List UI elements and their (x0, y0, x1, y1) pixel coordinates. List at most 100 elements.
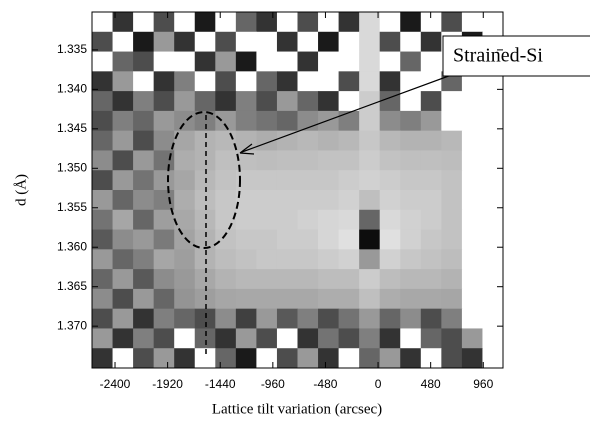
heatmap-cell (379, 130, 401, 151)
heatmap-cell (215, 150, 237, 171)
heatmap-cell (482, 150, 504, 171)
heatmap-cell (112, 269, 134, 290)
heatmap-cell (256, 308, 278, 329)
heatmap-cell (153, 110, 175, 132)
heatmap-cell (194, 209, 216, 231)
annotation-box (442, 35, 590, 77)
heatmap-cell (359, 150, 381, 171)
heatmap-cell (174, 31, 196, 53)
heatmap-cell (174, 12, 196, 33)
heatmap-cell (420, 170, 442, 191)
heatmap-cell (276, 190, 298, 211)
heatmap-cell (153, 269, 175, 290)
heatmap-cell (235, 288, 257, 310)
heatmap-cell (174, 249, 196, 270)
arrow-head (239, 143, 255, 155)
heatmap-cell (318, 130, 340, 151)
y-tick-label: 1.340 (57, 82, 87, 96)
heatmap-cell (133, 110, 155, 132)
heatmap-cell (133, 328, 155, 349)
heatmap-cell (338, 190, 360, 211)
heatmap-cell (235, 130, 257, 151)
heatmap-cell (359, 288, 381, 310)
heatmap-cell (194, 328, 216, 349)
heatmap-cell (276, 150, 298, 171)
y-tick-label: 1.370 (57, 318, 87, 332)
heatmap-cell (194, 130, 216, 151)
heatmap-cell (174, 288, 196, 310)
heatmap-cell (482, 249, 504, 270)
heatmap-cell (174, 328, 196, 349)
heatmap-cell (379, 348, 401, 369)
heatmap-cell (153, 130, 175, 151)
heatmap-cell (153, 288, 175, 310)
heatmap-cell (215, 308, 237, 329)
heatmap-cell (174, 308, 196, 329)
heatmap-cell (359, 51, 381, 72)
heatmap-cell (379, 110, 401, 132)
heatmap-cell (338, 229, 360, 250)
heatmap-cell (482, 269, 504, 290)
heatmap-cell (359, 130, 381, 151)
heatmap-cell (194, 229, 216, 250)
heatmap-cell (276, 12, 298, 33)
heatmap-cell (338, 348, 360, 369)
x-axis-label: Lattice tilt variation (arcsec) (212, 401, 382, 417)
heatmap-cell (441, 209, 463, 231)
heatmap-cell (359, 348, 381, 369)
y-axis-label: d (Å) (13, 174, 29, 206)
heatmap-cell (297, 71, 319, 92)
heatmap-cell (112, 91, 134, 112)
heatmap-cell (174, 130, 196, 151)
heatmap-cell (256, 288, 278, 310)
heatmap-cell (400, 328, 422, 349)
heatmap-cell (400, 249, 422, 270)
heatmap-cell (338, 269, 360, 290)
heatmap-cell (194, 31, 216, 53)
heatmap-cell (112, 308, 134, 329)
x-tick-label: -1920 (152, 377, 183, 391)
heatmap-cell (461, 150, 483, 171)
heatmap-cell (461, 209, 483, 231)
heatmap-cell (215, 31, 237, 53)
heatmap-cell (461, 308, 483, 329)
heatmap-cell (194, 110, 216, 132)
heatmap-cell (256, 51, 278, 72)
y-tick-label: 1.360 (57, 239, 87, 253)
heatmap-cell (133, 229, 155, 250)
heatmap-cell (215, 12, 237, 33)
heatmap-cell (482, 288, 504, 310)
heatmap-cell (359, 190, 381, 211)
heatmap-cell (400, 288, 422, 310)
heatmap-cell (359, 269, 381, 290)
heatmap-cell (400, 150, 422, 171)
heatmap-cell (235, 269, 257, 290)
heatmap-cell (482, 12, 504, 33)
heatmap-cell (92, 150, 114, 171)
heatmap-cell (276, 31, 298, 53)
heatmap-cell (153, 51, 175, 72)
heatmap-cell (338, 91, 360, 112)
heatmap-cell (318, 269, 340, 290)
heatmap-cell (92, 288, 114, 310)
heatmap-cell (276, 288, 298, 310)
heatmap-cell (318, 328, 340, 349)
heatmap-cell (133, 31, 155, 53)
heatmap-cell (379, 229, 401, 250)
heatmap-cell (256, 110, 278, 132)
heatmap-cell (133, 288, 155, 310)
heatmap-cell (235, 308, 257, 329)
heatmap-cell (112, 150, 134, 171)
heatmap-cell (420, 130, 442, 151)
heatmap-cell (92, 12, 114, 33)
heatmap-cell (92, 170, 114, 191)
y-tick-label: 1.335 (57, 42, 87, 56)
heatmap-cell (461, 12, 483, 33)
heatmap-cell (153, 348, 175, 369)
heatmap-cell (297, 269, 319, 290)
x-tick-label: -2400 (100, 377, 131, 391)
heatmap-cell (256, 31, 278, 53)
heatmap-cell (276, 130, 298, 151)
heatmap-cell (153, 229, 175, 250)
